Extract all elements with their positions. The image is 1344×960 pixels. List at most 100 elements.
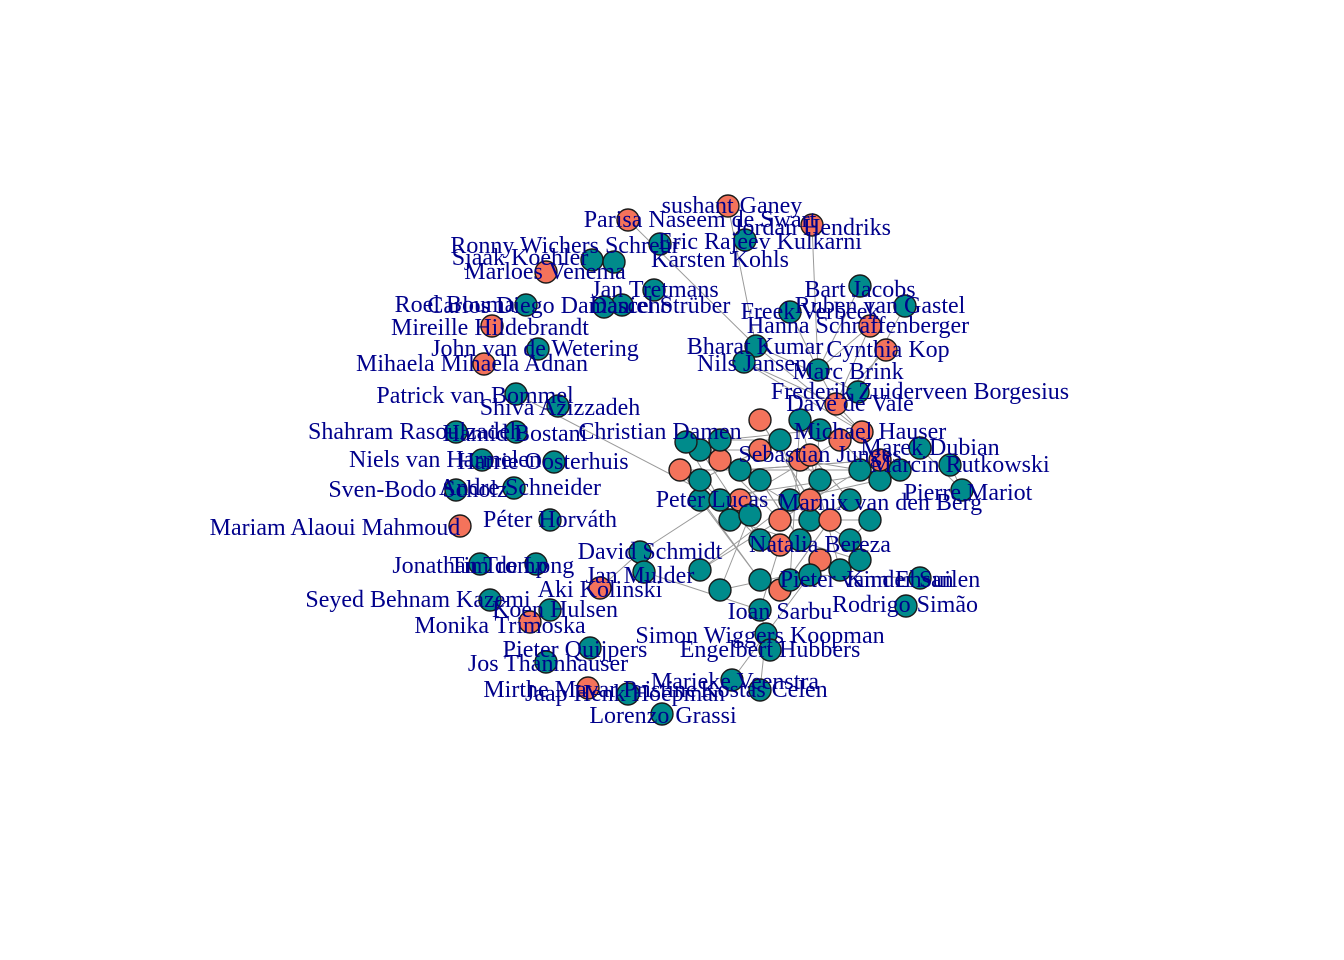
node-label: Kim Ehsan (846, 567, 953, 593)
graph-node (748, 438, 772, 462)
node-label: Shahram Rasoulzadeh (308, 419, 522, 445)
graph-node (444, 478, 468, 502)
graph-node (716, 194, 740, 218)
graph-node (602, 250, 626, 274)
graph-node (592, 295, 616, 319)
graph-node (514, 293, 538, 317)
node-label: Jan Tretmans (591, 277, 718, 303)
graph-node (950, 478, 974, 502)
node-label: sushant Ganey (662, 193, 803, 219)
node-label: Ronny Wichers Schreur (450, 233, 679, 259)
graph-node (504, 420, 528, 444)
graph-node (850, 420, 874, 444)
node-label: Pierre Mariot (904, 480, 1033, 506)
node-label: Tim de Long (450, 553, 574, 579)
node-label: Mirthe Mavar Pristine (483, 677, 696, 703)
node-label: Parisa Naseem de Swart (584, 207, 817, 233)
node-label: Peter Lucas (656, 487, 769, 513)
graph-node (868, 448, 892, 472)
graph-node (674, 430, 698, 454)
graph-node (470, 448, 494, 472)
graph-node (838, 488, 862, 512)
graph-node (576, 676, 600, 700)
node-label: Monika Trimoska (414, 613, 586, 639)
node-label: Bharat Kumar (687, 334, 824, 360)
graph-node (526, 337, 550, 361)
node-label: Nils Jansen (697, 351, 807, 377)
graph-node (800, 213, 824, 237)
graph-edge (759, 419, 811, 501)
graph-node (542, 450, 566, 474)
graph-node (824, 392, 848, 416)
graph-edge (743, 361, 863, 433)
graph-node (732, 350, 756, 374)
node-label: Jos Thannhauser (468, 651, 628, 677)
graph-node (806, 358, 830, 382)
graph-node (894, 594, 918, 618)
graph-node (808, 418, 832, 442)
node-label: Jonathan Tromp (392, 553, 547, 579)
node-label: Koen Hulsen (492, 597, 618, 623)
node-layer (444, 194, 974, 726)
node-label: Marieke Veenstra (651, 669, 820, 695)
node-label: Marnix van den Berg (778, 490, 982, 516)
graph-node (798, 443, 822, 467)
graph-node (588, 576, 612, 600)
graph-node (650, 702, 674, 726)
graph-node (642, 278, 666, 302)
node-label: Rodrigo Simão (832, 592, 978, 618)
node-label: Péter Horváth (483, 507, 617, 533)
node-label: Patrick van Bommel (376, 383, 574, 409)
graph-node (858, 314, 882, 338)
node-label: Hamid Bostani (443, 421, 588, 447)
node-label: Marloes Venema (464, 259, 626, 285)
node-label: Freek Verbeek (741, 299, 880, 325)
graph-node (798, 488, 822, 512)
node-label: Ioan Sarbu (728, 599, 833, 625)
node-label: Natalia Bereza (749, 532, 891, 558)
node-label: Marcin Rutkowski (870, 452, 1050, 478)
graph-node (524, 552, 548, 576)
node-label: Kostas Celen (700, 677, 827, 703)
graph-edge (743, 361, 837, 405)
graph-node (538, 598, 562, 622)
graph-node (874, 338, 898, 362)
graph-node (688, 468, 712, 492)
node-label: Mariam Alaoui Mahmoud (210, 515, 461, 541)
graph-node (728, 458, 752, 482)
node-label: John van de Wetering (431, 336, 639, 362)
graph-node (616, 682, 640, 706)
node-label: Carlos Diego Damasceno (427, 293, 672, 319)
graph-edge (727, 205, 757, 347)
node-label: Eric Rajeev Kulkarni (658, 229, 862, 255)
graph-node (668, 458, 692, 482)
graph-node (616, 208, 640, 232)
graph-node (748, 678, 772, 702)
graph-node (720, 668, 744, 692)
node-label: Andre Schneider (439, 475, 601, 501)
graph-node (444, 420, 468, 444)
graph-edge (835, 349, 887, 405)
graph-node (534, 260, 558, 284)
graph-node (828, 558, 852, 582)
graph-node (578, 636, 602, 660)
node-label: Niels van Harmelen (349, 447, 541, 473)
graph-node (478, 588, 502, 612)
node-label: Frederik Zuiderveen Borgesius (771, 379, 1069, 405)
node-label: Pieter Quijpers (503, 637, 648, 663)
graph-node (828, 428, 852, 452)
graph-node (518, 610, 542, 634)
node-label: Marek Dubian (860, 435, 999, 461)
graph-node (748, 408, 772, 432)
node-label: Roel Bouma (395, 292, 516, 318)
node-label: Sven-Bodo Scholz (328, 477, 507, 503)
graph-node (708, 578, 732, 602)
graph-node (448, 514, 472, 538)
graph-node (848, 274, 872, 298)
node-label: Jan Mulder (586, 563, 695, 589)
graph-node (708, 448, 732, 472)
node-label: David Schmidt (578, 539, 723, 565)
graph-node (758, 638, 782, 662)
graph-node (502, 476, 526, 500)
